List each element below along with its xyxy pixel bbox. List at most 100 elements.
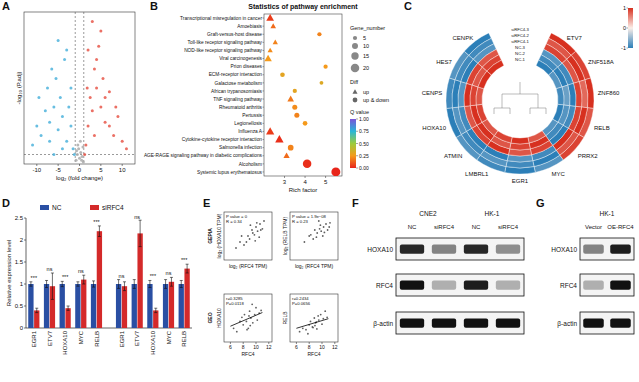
point [61,115,64,118]
bubble [320,81,324,85]
x-tick [58,164,59,166]
band [496,319,520,328]
lane-label: OE-RFC4 [607,224,634,230]
point [73,153,76,156]
plot-area [230,303,262,332]
y-axis-label: HOXA10 [216,308,222,328]
point [95,58,98,61]
legend-label: siRFC4 [102,204,124,211]
point [242,324,244,326]
stat-annotation: P=0.0118 [226,301,244,306]
error-bar [170,277,173,286]
point [308,235,310,237]
category-label: HOXA10 [150,330,156,354]
category-label: Cytokine-cytokine receptor interaction [182,137,263,142]
y-tick-label: 2.5 [15,215,24,221]
point [247,327,249,329]
row-label: HOXA10 [367,246,393,253]
point [259,223,261,225]
point [316,236,318,238]
y-tick [263,82,265,83]
panel-letter: C [404,0,412,12]
point [248,315,250,317]
row-label: siRFC4-1 [511,39,529,44]
x-tick [36,164,37,166]
point [69,87,72,90]
y-tick [263,123,265,124]
category-label: EGR1 [31,330,37,347]
bar [81,280,86,328]
point [97,45,100,48]
point [81,155,84,158]
y-axis-label: RELB [282,311,288,325]
blot-frame [396,238,524,260]
bubble [270,23,276,28]
point [55,77,58,80]
y-tick [263,115,265,116]
x-tick-label: 0 [78,167,82,173]
point [31,144,34,147]
scatter-chart: -10-50510log₂ (fold change)-log₁₀ (P.adj… [16,12,135,181]
y-tick [263,139,265,140]
stat-annotation: P=0.0656 [292,301,311,306]
column-label: HES7 [436,59,452,65]
western-blot: NCsiRFC4CNE2NCsiRFC4HK-1HOXA10RFC4β-acti… [367,210,524,334]
point [87,125,90,128]
y-tick [263,58,265,59]
point [258,236,260,238]
error-bar [82,275,85,284]
stat-annotation: R = 0.23 [292,219,309,224]
plot-frame [290,294,338,342]
bar [116,284,121,328]
y-tick [24,284,26,285]
category-label: Salmonella infection [219,145,262,150]
point [87,49,90,52]
point [239,241,241,243]
category-label: ETV7 [134,330,140,346]
plot-frame [224,212,272,260]
bubble [293,89,297,93]
column-label: LMBRL1 [465,171,489,177]
color-bar-label: -1 [621,45,626,51]
category-label: TNF signaling pathway [213,97,262,102]
point [46,87,49,90]
column-label: ATMIN [444,153,462,159]
blot-frame [396,274,524,296]
point [255,226,257,228]
point [312,326,314,328]
band [464,281,488,290]
significance: ns [119,273,125,279]
source-label: GEPIA [207,228,213,244]
point [65,49,68,52]
x-tick [284,176,285,178]
plot-area [24,12,135,164]
point [246,321,248,323]
significance: *** [181,257,188,263]
point [243,244,245,246]
category-label: Influenza A [238,129,263,134]
bubble [264,55,271,62]
plot-area [235,220,265,249]
blot-frame [396,312,524,334]
column-label: RELB [594,125,610,131]
point [246,329,248,331]
x-tick-label: 8 [242,344,245,350]
band [432,281,456,290]
lane-label: siRFC4 [498,224,519,230]
bar [122,286,127,328]
category-label: Amoebiasis [237,24,262,29]
error-bar [92,281,95,287]
point [52,153,55,156]
point [125,147,128,150]
color-bar-tick [356,131,358,132]
point [50,68,53,71]
panel-letter: A [2,0,10,12]
bubble [287,96,294,102]
point [318,319,320,321]
bubble [303,160,311,168]
point [254,240,256,242]
legend-swatch [90,205,99,210]
point [322,318,324,320]
legend-label: 15 [363,53,369,59]
point [319,228,321,230]
